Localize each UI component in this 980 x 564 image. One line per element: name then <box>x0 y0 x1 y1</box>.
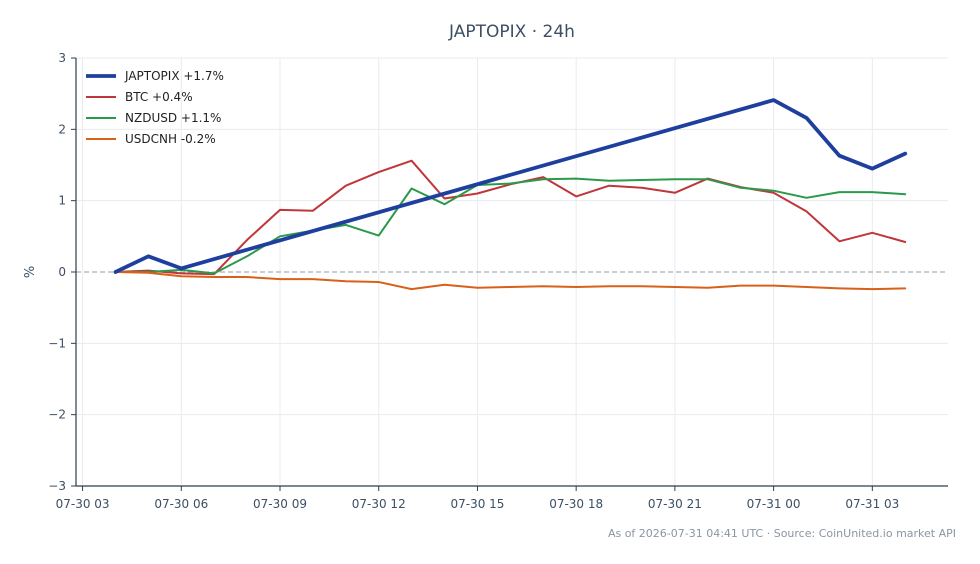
legend-label: JAPTOPIX +1.7% <box>124 69 224 83</box>
x-tick-label: 07-30 18 <box>549 497 603 511</box>
x-tick-label: 07-30 06 <box>154 497 208 511</box>
y-axis-label: % <box>23 266 38 278</box>
x-tick-label: 07-30 21 <box>648 497 702 511</box>
y-tick-label: −2 <box>48 408 66 422</box>
legend-item-usdcnh: USDCNH -0.2% <box>86 132 216 146</box>
x-tick-label: 07-30 03 <box>56 497 110 511</box>
footer-note: As of 2026-07-31 04:41 UTC · Source: Coi… <box>608 527 956 540</box>
tick-labels: 07-30 03 07-30 06 07-30 09 07-30 12 07-30 15… <box>48 51 899 511</box>
y-tick-label: 1 <box>58 194 66 208</box>
y-tick-label: 0 <box>58 265 66 279</box>
y-tick-label: 3 <box>58 51 66 65</box>
legend-item-nzdusd: NZDUSD +1.1% <box>86 111 221 125</box>
series-line-usdcnh <box>114 271 907 291</box>
x-tick-label: 07-31 03 <box>845 497 899 511</box>
x-tick-label: 07-30 09 <box>253 497 307 511</box>
legend-item-japtopix: JAPTOPIX +1.7% <box>86 69 224 83</box>
x-tick-label: 07-30 12 <box>352 497 406 511</box>
legend-label: BTC +0.4% <box>125 90 193 104</box>
legend-label: NZDUSD +1.1% <box>125 111 221 125</box>
x-tick-label: 07-31 00 <box>747 497 801 511</box>
y-tick-label: 2 <box>58 122 66 136</box>
series-line-nzdusd <box>114 177 907 275</box>
legend-item-btc: BTC +0.4% <box>86 90 193 104</box>
series-lines <box>113 98 908 291</box>
series-line-japtopix <box>113 98 908 274</box>
y-tick-label: −1 <box>48 336 66 350</box>
series-line-btc <box>114 159 907 276</box>
x-tick-label: 07-30 15 <box>450 497 504 511</box>
legend: JAPTOPIX +1.7% BTC +0.4% NZDUSD +1.1% USDCN… <box>86 69 224 146</box>
chart-title: JAPTOPIX · 24h <box>448 22 575 42</box>
legend-label: USDCNH -0.2% <box>125 132 216 146</box>
y-tick-label: −3 <box>48 479 66 493</box>
